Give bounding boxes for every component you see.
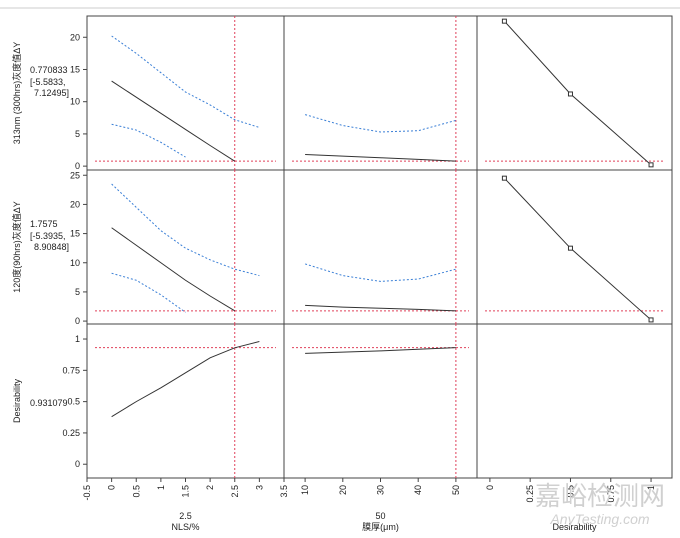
lower-curve — [111, 272, 186, 313]
panel — [86, 169, 285, 325]
predicted-curve — [305, 347, 456, 354]
interval-label: [-5.3935, — [30, 231, 66, 241]
y-tick-label: 0 — [75, 316, 80, 326]
panel — [283, 323, 478, 479]
y-tick-label: 0 — [75, 161, 80, 171]
x-tick-label: 3.5 — [279, 485, 289, 498]
predicted-curve — [111, 341, 260, 418]
factor-current: 2.5 — [179, 511, 192, 521]
x-tick-label: 0.5 — [565, 485, 575, 498]
panel — [476, 323, 673, 479]
watermark: 嘉峪检测网 — [535, 481, 665, 511]
y-tick-label: 20 — [70, 199, 80, 209]
desirability-marker — [567, 91, 573, 97]
response-current: 0.931079 — [30, 398, 68, 408]
x-tick-label: 0.5 — [131, 485, 141, 498]
y-tick-label: 15 — [70, 229, 80, 239]
interval-label: 7.12495] — [34, 88, 69, 98]
predicted-curve — [504, 20, 652, 166]
predicted-curve — [111, 227, 236, 312]
predicted-curve — [111, 80, 236, 162]
factor-name: Desirability — [552, 522, 597, 532]
panel — [476, 15, 673, 171]
x-tick-label: 0 — [485, 485, 495, 490]
response-name: 120度(90hrs)灰度值ΔY — [11, 201, 22, 293]
desirability-marker — [648, 317, 654, 323]
x-tick-label: 1.5 — [181, 485, 191, 498]
desirability-marker — [648, 162, 654, 168]
predicted-curve — [305, 154, 456, 162]
y-tick-label: 0.5 — [67, 397, 80, 407]
x-tick-label: 3 — [254, 485, 264, 490]
y-tick-label: 15 — [70, 64, 80, 74]
y-tick-label: 1 — [75, 334, 80, 344]
factor-name: 膜厚(μm) — [362, 522, 399, 532]
panel — [86, 323, 285, 479]
x-tick-label: 30 — [376, 485, 386, 495]
lower-curve — [111, 123, 186, 158]
upper-curve — [304, 114, 457, 133]
interval-label: 8.90848] — [34, 242, 69, 252]
x-tick-label: 2 — [205, 485, 215, 490]
panel — [283, 15, 478, 171]
factor-name: NLS/% — [171, 522, 199, 532]
predicted-curve — [305, 304, 456, 312]
desirability-marker — [567, 245, 573, 251]
x-tick-label: 50 — [451, 485, 461, 495]
factor-current: 50 — [375, 511, 385, 521]
y-tick-label: 5 — [75, 287, 80, 297]
upper-curve — [111, 35, 260, 128]
x-tick-label: -0.5 — [82, 485, 92, 501]
x-tick-label: 0.75 — [606, 485, 616, 503]
x-tick-label: 40 — [413, 485, 423, 495]
desirability-marker — [501, 18, 507, 24]
x-tick-label: 1 — [646, 485, 656, 490]
response-name: 313nm (300hrs)灰度值ΔY — [11, 42, 22, 145]
x-tick-label: 20 — [338, 485, 348, 495]
panel — [283, 169, 478, 325]
watermark: AnyTesting.com — [549, 511, 649, 527]
x-tick-label: 10 — [300, 485, 310, 495]
y-tick-label: 20 — [70, 32, 80, 42]
y-tick-label: 0.75 — [62, 365, 80, 375]
y-tick-label: 10 — [70, 258, 80, 268]
predicted-curve — [504, 177, 652, 321]
x-tick-label: 1 — [156, 485, 166, 490]
x-tick-label: 2.5 — [230, 485, 240, 498]
y-tick-label: 0 — [75, 459, 80, 469]
y-tick-label: 10 — [70, 97, 80, 107]
interval-label: [-5.5833, — [30, 77, 66, 87]
y-tick-label: 0.25 — [62, 428, 80, 438]
response-current: 1.7575 — [30, 219, 58, 229]
desirability-marker — [501, 175, 507, 181]
response-name: Desirability — [12, 378, 22, 423]
x-tick-label: 0 — [107, 485, 117, 490]
response-current: 0.770833 — [30, 65, 68, 75]
y-tick-label: 25 — [70, 170, 80, 180]
x-tick-label: 0.25 — [525, 485, 535, 503]
panel — [476, 169, 673, 325]
y-tick-label: 5 — [75, 129, 80, 139]
upper-curve — [111, 183, 260, 277]
upper-curve — [304, 263, 457, 282]
